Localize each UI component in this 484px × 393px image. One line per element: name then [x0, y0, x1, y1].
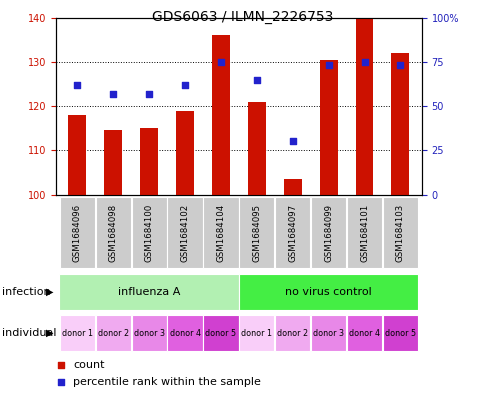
Point [109, 90, 117, 97]
Bar [131, 197, 166, 268]
Text: donor 1: donor 1 [241, 329, 272, 338]
Text: GSM1684095: GSM1684095 [252, 204, 261, 262]
Bar [140, 128, 158, 195]
Bar [391, 53, 408, 195]
Text: percentile rank within the sample: percentile rank within the sample [73, 377, 261, 387]
Point [216, 59, 224, 65]
Text: donor 2: donor 2 [97, 329, 129, 338]
Text: donor 4: donor 4 [348, 329, 379, 338]
Bar [310, 197, 346, 268]
Point [181, 82, 188, 88]
Bar [346, 315, 381, 351]
Bar [131, 315, 166, 351]
Text: donor 2: donor 2 [276, 329, 308, 338]
Text: donor 5: donor 5 [205, 329, 236, 338]
Bar [346, 197, 381, 268]
Bar [355, 18, 373, 195]
Text: donor 5: donor 5 [384, 329, 415, 338]
Bar [382, 315, 417, 351]
Text: donor 1: donor 1 [61, 329, 92, 338]
Text: GSM1684102: GSM1684102 [180, 204, 189, 262]
Bar [167, 197, 202, 268]
Bar [203, 197, 238, 268]
Bar [212, 35, 229, 195]
Text: GSM1684101: GSM1684101 [359, 204, 368, 262]
Text: GDS6063 / ILMN_2226753: GDS6063 / ILMN_2226753 [151, 10, 333, 24]
Point [396, 62, 404, 68]
Bar [274, 315, 310, 351]
Text: GSM1684099: GSM1684099 [323, 204, 333, 262]
Bar [239, 197, 274, 268]
Bar [319, 60, 337, 195]
Bar [239, 315, 274, 351]
Text: no virus control: no virus control [285, 287, 371, 297]
Point [360, 59, 368, 65]
Bar [203, 315, 238, 351]
Bar [60, 315, 95, 351]
Bar [247, 102, 265, 195]
Text: GSM1684097: GSM1684097 [287, 204, 297, 262]
Text: count: count [73, 360, 105, 370]
Text: donor 3: donor 3 [313, 329, 344, 338]
Text: GSM1684103: GSM1684103 [395, 204, 404, 262]
Bar [382, 197, 417, 268]
Text: individual: individual [2, 328, 57, 338]
Text: GSM1684100: GSM1684100 [144, 204, 153, 262]
Text: GSM1684104: GSM1684104 [216, 204, 225, 262]
Text: donor 3: donor 3 [133, 329, 164, 338]
Point [284, 151, 292, 157]
Text: ▶: ▶ [46, 287, 53, 297]
Bar [283, 179, 301, 195]
Bar [274, 197, 310, 268]
Text: influenza A: influenza A [118, 287, 180, 297]
Point [284, 309, 292, 315]
Bar [95, 197, 131, 268]
Bar [167, 315, 202, 351]
Point [73, 82, 81, 88]
Point [288, 138, 296, 145]
Text: GSM1684098: GSM1684098 [108, 204, 118, 262]
Bar [60, 197, 95, 268]
Bar [176, 110, 194, 195]
Bar [238, 274, 418, 310]
Point [145, 90, 152, 97]
Text: infection: infection [2, 287, 51, 297]
Text: donor 4: donor 4 [169, 329, 200, 338]
Point [324, 62, 332, 68]
Bar [104, 130, 122, 195]
Bar [310, 315, 346, 351]
Bar [95, 315, 131, 351]
Bar [68, 115, 86, 195]
Point [253, 76, 260, 83]
Text: ▶: ▶ [46, 328, 53, 338]
Bar [59, 274, 239, 310]
Text: GSM1684096: GSM1684096 [73, 204, 82, 262]
